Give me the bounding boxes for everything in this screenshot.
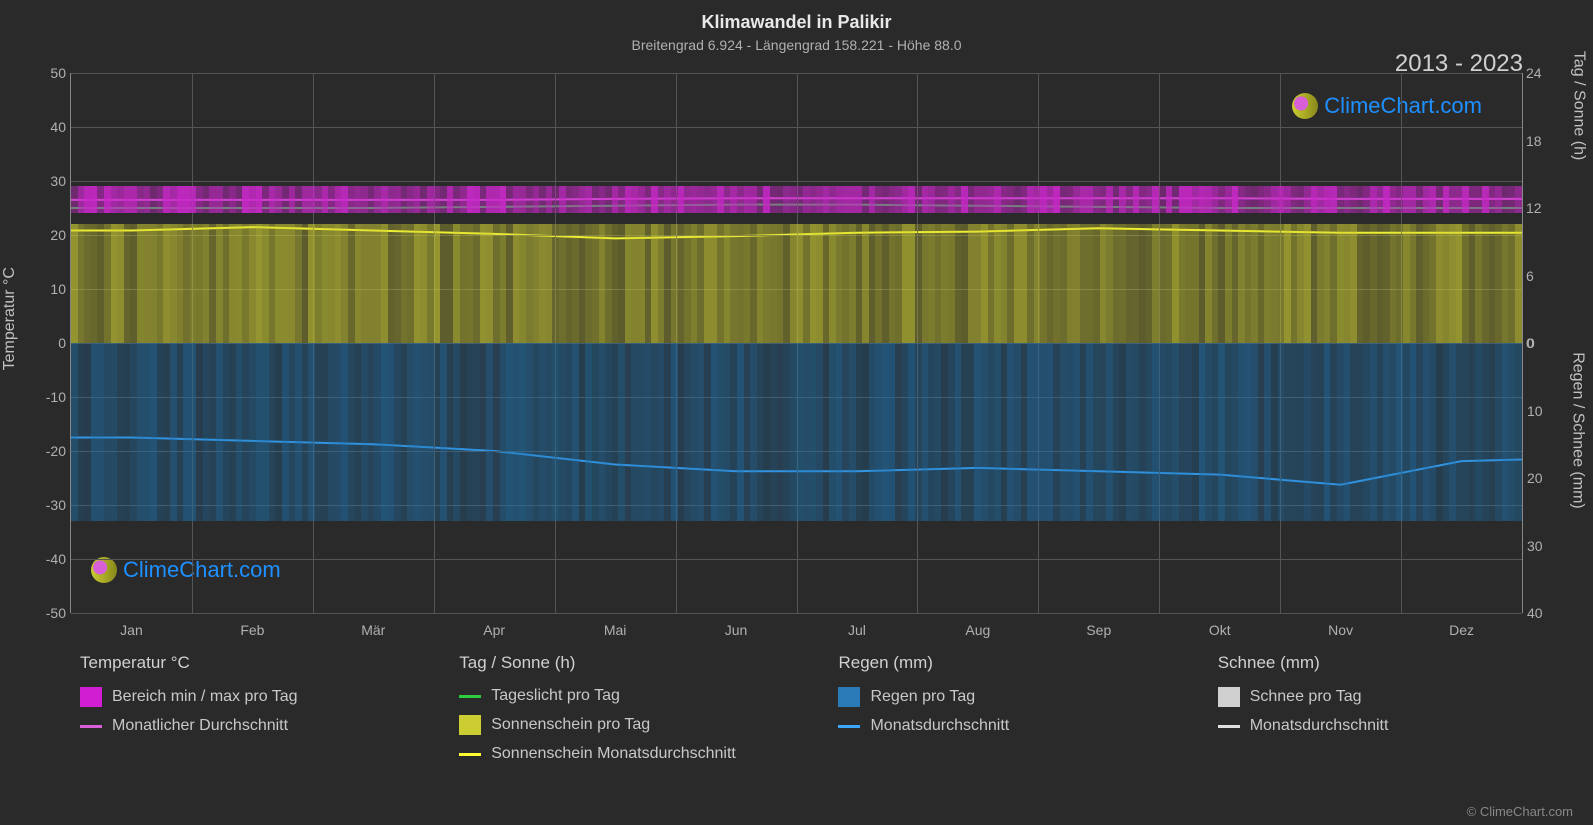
legend-item: Monatsdurchschnitt (1218, 717, 1523, 735)
legend-label: Sonnenschein Monatsdurchschnitt (491, 745, 736, 763)
legend-item: Sonnenschein Monatsdurchschnitt (459, 745, 798, 763)
legend-column: Schnee (mm) Schnee pro Tag Monatsdurchschn… (1218, 653, 1523, 773)
legend-swatch (80, 725, 102, 728)
y-tick-right-sun: 12 (1526, 200, 1554, 216)
y-tick-left: -30 (31, 497, 66, 513)
chart-subtitle: Breitengrad 6.924 - Längengrad 158.221 -… (70, 37, 1523, 53)
y-tick-right-sun: 18 (1526, 133, 1554, 149)
watermark-text: ClimeChart.com (1324, 93, 1482, 119)
y-axis-right-title-sun: Tag / Sonne (h) (1569, 51, 1587, 160)
x-tick-month: Okt (1209, 622, 1231, 638)
y-axis-right-title-rain: Regen / Schnee (mm) (1569, 352, 1587, 509)
legend-label: Regen pro Tag (870, 688, 975, 706)
legend-item: Schnee pro Tag (1218, 687, 1523, 707)
x-tick-month: Feb (240, 622, 264, 638)
y-tick-left: 50 (31, 65, 66, 81)
legend-item: Bereich min / max pro Tag (80, 687, 419, 707)
legend-swatch (1218, 687, 1240, 707)
legend-swatch (459, 715, 481, 735)
x-tick-month: Nov (1328, 622, 1353, 638)
x-tick-month: Mai (604, 622, 627, 638)
y-tick-left: 10 (31, 281, 66, 297)
watermark-logo-top: ClimeChart.com (1292, 93, 1482, 119)
y-tick-left: 30 (31, 173, 66, 189)
y-tick-right-rain: 0 (1527, 335, 1557, 351)
y-tick-left: 20 (31, 227, 66, 243)
legend-swatch (1218, 725, 1240, 728)
legend-column-title: Schnee (mm) (1218, 653, 1523, 673)
y-axis-left-title: Temperatur °C (1, 267, 19, 370)
sunshine-band (71, 224, 1522, 343)
chart-title: Klimawandel in Palikir (70, 12, 1523, 33)
x-tick-month: Jun (725, 622, 748, 638)
legend-column-title: Regen (mm) (838, 653, 1177, 673)
y-tick-left: -10 (31, 389, 66, 405)
x-tick-month: Sep (1086, 622, 1111, 638)
legend-swatch (459, 695, 481, 698)
x-tick-month: Jul (848, 622, 866, 638)
copyright-label: © ClimeChart.com (1467, 804, 1573, 819)
legend-item: Monatsdurchschnitt (838, 717, 1177, 735)
y-tick-right-rain: 20 (1527, 470, 1557, 486)
legend-label: Sonnenschein pro Tag (491, 716, 650, 734)
legend-swatch (80, 687, 102, 707)
y-tick-right-sun: 6 (1526, 268, 1554, 284)
chart-container: Klimawandel in Palikir Breitengrad 6.924… (0, 0, 1593, 825)
watermark-logo-bottom: ClimeChart.com (91, 557, 281, 583)
legend-column: Regen (mm) Regen pro Tag Monatsdurchschnit… (838, 653, 1177, 773)
legend-column-title: Temperatur °C (80, 653, 419, 673)
legend-label: Tageslicht pro Tag (491, 687, 620, 705)
legend-item: Regen pro Tag (838, 687, 1177, 707)
legend-item: Monatlicher Durchschnitt (80, 717, 419, 735)
y-tick-right-rain: 40 (1527, 605, 1557, 621)
x-tick-month: Aug (965, 622, 990, 638)
legend-column: Tag / Sonne (h) Tageslicht pro Tag Sonnens… (459, 653, 798, 773)
x-tick-month: Dez (1449, 622, 1474, 638)
legend-column-title: Tag / Sonne (h) (459, 653, 798, 673)
watermark-text: ClimeChart.com (123, 557, 281, 583)
x-tick-month: Mär (361, 622, 385, 638)
y-tick-right-rain: 30 (1527, 538, 1557, 554)
y-tick-right-rain: 10 (1527, 403, 1557, 419)
legend-label: Bereich min / max pro Tag (112, 688, 298, 706)
y-tick-left: 0 (31, 335, 66, 351)
legend-item: Sonnenschein pro Tag (459, 715, 798, 735)
y-tick-left: -40 (31, 551, 66, 567)
logo-icon (91, 557, 117, 583)
x-tick-month: Jan (120, 622, 143, 638)
legend-swatch (838, 725, 860, 728)
y-tick-right-sun: 24 (1526, 65, 1554, 81)
y-tick-left: -20 (31, 443, 66, 459)
x-tick-month: Apr (483, 622, 505, 638)
temp-range-band (71, 186, 1522, 213)
legend-label: Monatlicher Durchschnitt (112, 717, 288, 735)
legend-label: Monatsdurchschnitt (1250, 717, 1389, 735)
logo-icon (1292, 93, 1318, 119)
legend-label: Schnee pro Tag (1250, 688, 1362, 706)
legend-swatch (838, 687, 860, 707)
legend-item: Tageslicht pro Tag (459, 687, 798, 705)
legend-column: Temperatur °C Bereich min / max pro Tag Mo… (80, 653, 419, 773)
rain-band (71, 343, 1522, 521)
grid-horizontal (71, 613, 1522, 614)
y-tick-left: -50 (31, 605, 66, 621)
legend-label: Monatsdurchschnitt (870, 717, 1009, 735)
legend: Temperatur °C Bereich min / max pro Tag Mo… (70, 653, 1523, 773)
y-tick-left: 40 (31, 119, 66, 135)
plot-area: ClimeChart.com ClimeChart.com -50-40-30-… (70, 73, 1523, 613)
legend-swatch (459, 753, 481, 756)
